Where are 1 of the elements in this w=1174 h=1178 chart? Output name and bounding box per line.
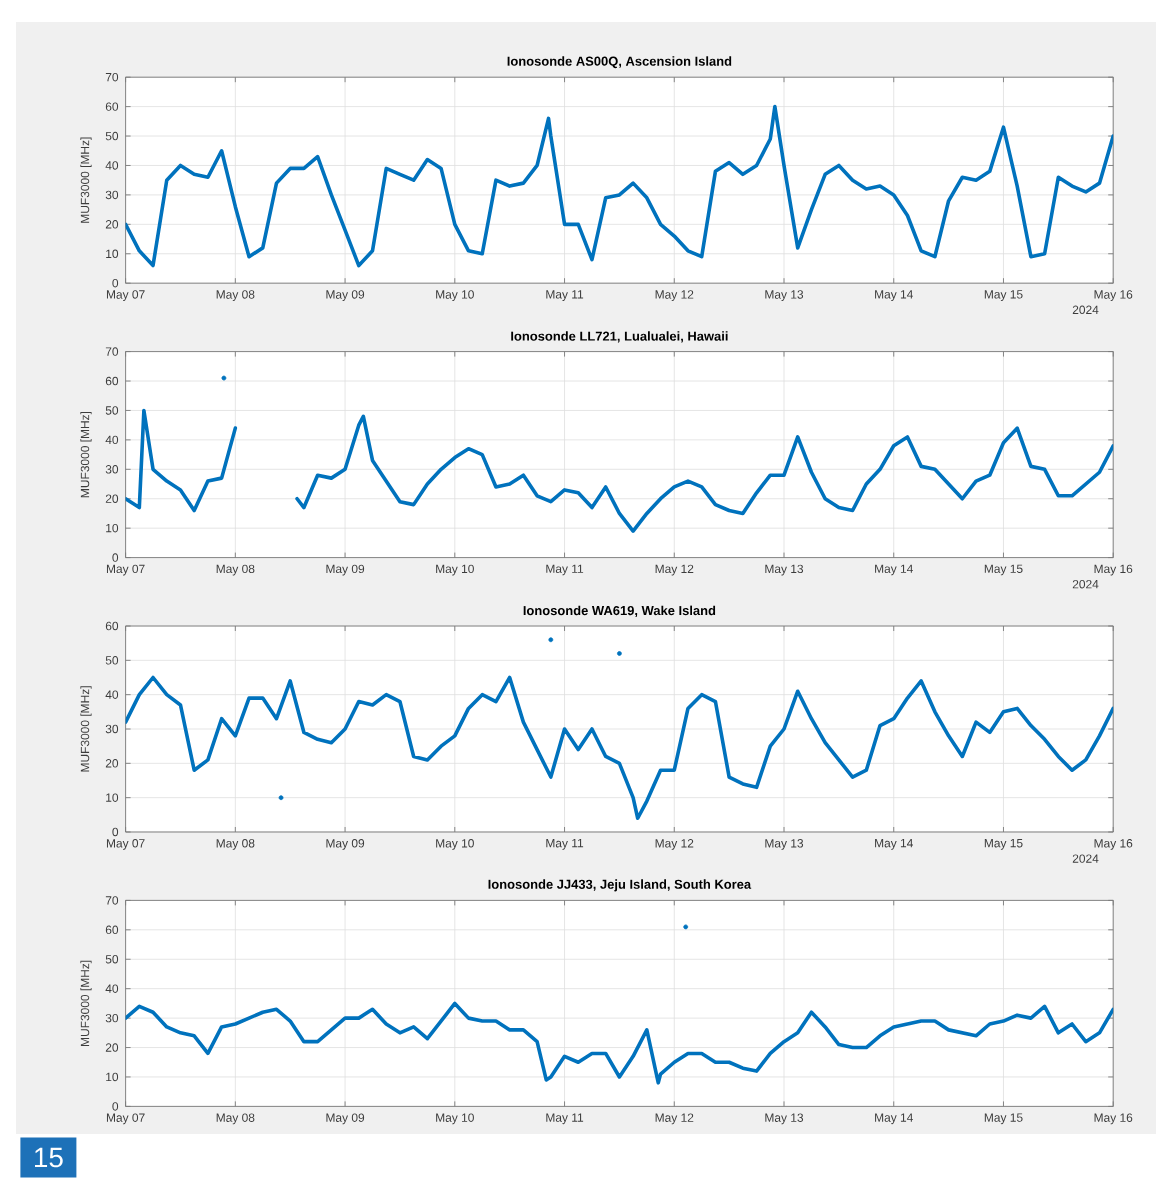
text: 15 bbox=[35, 1147, 63, 1168]
